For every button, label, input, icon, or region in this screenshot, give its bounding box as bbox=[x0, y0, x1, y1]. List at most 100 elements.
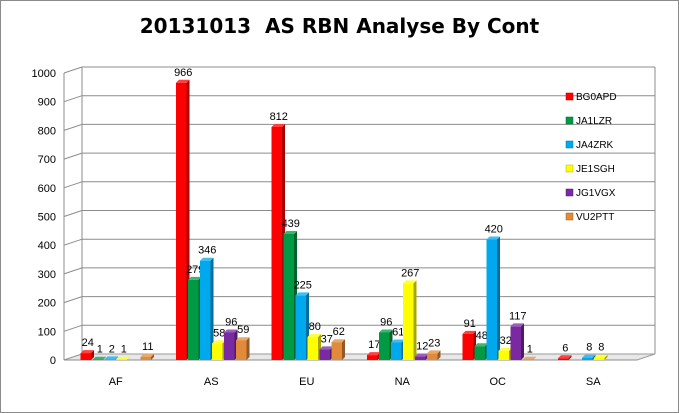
bar bbox=[415, 356, 426, 360]
bar-side bbox=[115, 356, 118, 360]
bar-top bbox=[462, 330, 476, 334]
data-label: 96 bbox=[225, 316, 237, 328]
data-label: 58 bbox=[213, 327, 225, 339]
bar-top bbox=[200, 257, 214, 261]
bar bbox=[212, 343, 223, 360]
data-label: 91 bbox=[464, 318, 476, 330]
data-label: 1 bbox=[121, 344, 127, 356]
bar-top bbox=[403, 280, 417, 284]
bar-side bbox=[533, 356, 536, 360]
y-tick-label: 300 bbox=[38, 269, 56, 281]
bar-top bbox=[319, 346, 333, 350]
legend-swatch bbox=[565, 188, 574, 197]
bar-top bbox=[522, 356, 536, 360]
data-label: 37 bbox=[321, 333, 333, 345]
x-tick-label: EU bbox=[299, 376, 314, 388]
bar bbox=[80, 353, 91, 360]
data-label: 62 bbox=[333, 326, 345, 338]
data-label: 11 bbox=[142, 341, 153, 353]
data-label: 96 bbox=[380, 316, 392, 328]
bar bbox=[331, 342, 342, 360]
legend-swatch bbox=[565, 116, 574, 125]
data-label: 8 bbox=[598, 342, 604, 354]
bar-side bbox=[151, 353, 154, 360]
gridline-depth bbox=[63, 66, 83, 74]
bar-top bbox=[486, 236, 500, 240]
data-label: 346 bbox=[198, 245, 216, 257]
bar-top bbox=[594, 354, 608, 358]
legend-swatch bbox=[565, 212, 574, 221]
bar bbox=[188, 279, 199, 360]
gridline-depth bbox=[63, 324, 83, 332]
x-tick-label: AS bbox=[204, 376, 219, 388]
bar-top bbox=[92, 356, 106, 360]
bar bbox=[403, 283, 414, 360]
bar bbox=[582, 357, 593, 360]
data-label: 80 bbox=[309, 321, 321, 333]
bar bbox=[104, 359, 115, 360]
bar-top bbox=[80, 350, 94, 354]
bar-top bbox=[415, 353, 429, 357]
gridline-depth bbox=[63, 296, 83, 304]
bar-top bbox=[367, 352, 381, 356]
bar-side bbox=[413, 280, 417, 360]
bar bbox=[140, 356, 151, 360]
data-label: 225 bbox=[294, 279, 312, 291]
bar bbox=[427, 353, 438, 360]
y-tick-label: 100 bbox=[38, 326, 56, 338]
bar-side bbox=[437, 350, 441, 360]
data-label: 117 bbox=[509, 310, 527, 322]
bar bbox=[510, 326, 521, 360]
bar-top bbox=[391, 339, 405, 343]
x-tick-label: OC bbox=[490, 376, 507, 388]
data-label: 48 bbox=[476, 330, 488, 342]
data-label: 1 bbox=[527, 344, 533, 356]
gridline-depth bbox=[63, 152, 83, 160]
legend-label: JG1VGX bbox=[576, 188, 616, 199]
bar bbox=[236, 340, 247, 360]
bar-side bbox=[210, 257, 214, 360]
chart-title: 20131013 AS RBN Analyse By Cont bbox=[139, 14, 540, 38]
data-label: 439 bbox=[282, 218, 300, 230]
bar-top bbox=[379, 329, 393, 333]
data-label: 59 bbox=[237, 324, 249, 336]
bar-side bbox=[127, 356, 130, 360]
bar bbox=[200, 260, 211, 360]
x-tick-label: NA bbox=[395, 376, 411, 388]
gridline-depth bbox=[63, 210, 83, 217]
bar bbox=[176, 82, 187, 361]
data-label: 2 bbox=[109, 343, 115, 355]
data-label: 267 bbox=[401, 267, 419, 279]
data-label: 420 bbox=[485, 223, 503, 235]
bar-top bbox=[188, 276, 202, 280]
y-tick-label: 200 bbox=[38, 298, 56, 310]
bar bbox=[271, 126, 282, 361]
bar bbox=[474, 346, 485, 360]
legend-swatch bbox=[565, 164, 574, 173]
bar bbox=[486, 239, 497, 360]
y-tick-label: 0 bbox=[50, 355, 56, 367]
bar bbox=[379, 332, 390, 360]
gridline-depth bbox=[63, 123, 83, 131]
bar-top bbox=[104, 356, 118, 360]
bar-side bbox=[246, 337, 250, 360]
data-label: 812 bbox=[270, 111, 288, 123]
bar-top bbox=[427, 350, 441, 354]
bar bbox=[319, 349, 330, 360]
data-label: 12 bbox=[416, 341, 428, 353]
data-label: 24 bbox=[82, 337, 94, 349]
data-label: 1 bbox=[97, 344, 103, 356]
legend-label: JE1SGH bbox=[576, 164, 615, 175]
bar bbox=[391, 342, 402, 360]
y-tick-label: 400 bbox=[38, 240, 56, 252]
bar-top bbox=[510, 323, 524, 327]
legend-swatch bbox=[565, 140, 574, 149]
bar-top bbox=[283, 231, 297, 235]
bar-top bbox=[116, 356, 130, 360]
bar-side bbox=[103, 356, 106, 360]
legend-label: JA1LZR bbox=[576, 116, 612, 127]
bar-top bbox=[558, 355, 572, 359]
y-tick-label: 800 bbox=[38, 125, 56, 137]
data-label: 8 bbox=[586, 342, 592, 354]
bar-top bbox=[140, 353, 154, 357]
